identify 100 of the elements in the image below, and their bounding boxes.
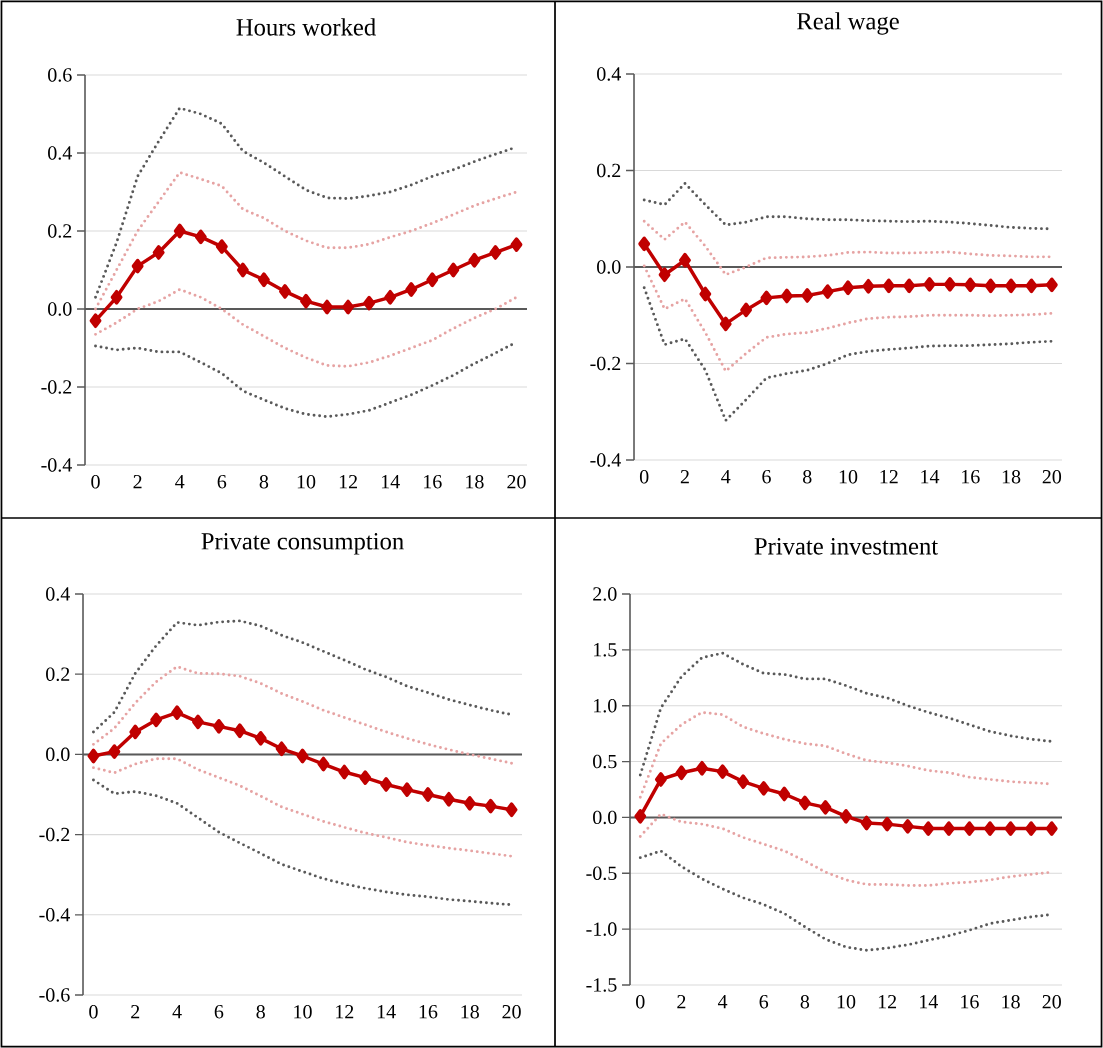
point xyxy=(760,290,773,306)
x-tick-label: 20 xyxy=(502,1005,521,1019)
point xyxy=(171,705,184,721)
x-tick-label: 6 xyxy=(759,995,769,1009)
x-tick-label: 0 xyxy=(639,470,649,484)
point xyxy=(984,278,997,294)
x-tick-label: 16 xyxy=(419,1005,438,1019)
point xyxy=(150,712,163,728)
point xyxy=(842,280,854,296)
point xyxy=(173,223,186,239)
y-tick-label: -0.4 xyxy=(39,908,70,922)
line-series xyxy=(91,757,514,858)
x-tick-label: 12 xyxy=(339,475,357,489)
x-tick-label: 12 xyxy=(878,995,897,1009)
point xyxy=(860,815,873,831)
point xyxy=(363,295,376,311)
chart-title: Real wage xyxy=(797,12,899,35)
point xyxy=(384,289,397,305)
point xyxy=(964,277,977,293)
point xyxy=(699,286,712,302)
x-tick-label: 0 xyxy=(636,995,645,1009)
point xyxy=(740,302,753,318)
x-tick-label: 4 xyxy=(717,995,728,1009)
point xyxy=(275,741,288,757)
point xyxy=(129,724,142,740)
point xyxy=(510,237,523,252)
chart-title: Hours worked xyxy=(236,18,376,36)
point xyxy=(484,798,497,814)
x-tick-label: 10 xyxy=(294,1005,312,1019)
point xyxy=(1045,821,1058,836)
x-tick-label: 2 xyxy=(680,470,689,484)
point xyxy=(338,764,351,780)
x-tick-label: 10 xyxy=(837,995,856,1009)
point xyxy=(737,774,750,790)
x-tick-label: 20 xyxy=(507,475,526,489)
point xyxy=(342,299,355,315)
point xyxy=(489,245,502,260)
y-tick-label: 0.2 xyxy=(597,163,621,178)
point xyxy=(87,748,100,764)
point xyxy=(233,723,246,739)
point xyxy=(89,313,102,329)
x-tick-label: 12 xyxy=(880,470,898,484)
y-tick-label: 1.0 xyxy=(594,698,617,713)
y-tick-label: -1.0 xyxy=(586,922,617,936)
point xyxy=(903,278,916,294)
point xyxy=(716,764,729,779)
point xyxy=(442,791,455,807)
point xyxy=(422,787,434,802)
point xyxy=(821,284,834,299)
point xyxy=(840,808,852,824)
point xyxy=(943,277,956,292)
x-tick-label: 4 xyxy=(175,475,185,489)
x-tick-label: 14 xyxy=(920,995,938,1009)
y-tick-label: -0.6 xyxy=(39,988,70,1002)
x-tick-label: 14 xyxy=(377,1005,396,1019)
x-tick-label: 18 xyxy=(466,475,484,489)
x-tick-label: 18 xyxy=(1002,995,1020,1009)
point xyxy=(405,282,418,297)
x-tick-label: 20 xyxy=(1042,995,1061,1009)
point xyxy=(658,267,671,283)
x-tick-label: 14 xyxy=(381,475,400,489)
point xyxy=(401,782,413,798)
point xyxy=(862,278,875,294)
chart-title: Private investment xyxy=(754,538,939,555)
point xyxy=(447,262,460,278)
x-tick-label: 12 xyxy=(336,1005,354,1019)
point xyxy=(963,821,976,836)
point xyxy=(1004,821,1017,836)
point xyxy=(634,808,647,824)
point xyxy=(131,258,144,274)
y-tick-label: 0.4 xyxy=(597,67,621,81)
y-tick-label: -0.5 xyxy=(586,866,617,881)
x-tick-label: 18 xyxy=(461,1005,479,1019)
point xyxy=(426,272,439,288)
x-tick-label: 18 xyxy=(1002,470,1021,484)
point xyxy=(321,299,333,315)
x-tick-label: 2 xyxy=(133,475,142,489)
x-tick-label: 16 xyxy=(961,995,979,1009)
point xyxy=(108,744,121,759)
y-tick-label: 0.0 xyxy=(597,260,621,274)
point xyxy=(819,800,832,815)
point xyxy=(654,772,667,787)
y-tick-label: 0.0 xyxy=(593,810,617,825)
x-tick-label: 0 xyxy=(89,1005,98,1019)
x-tick-label: 2 xyxy=(131,1005,140,1019)
point xyxy=(317,756,330,772)
point xyxy=(215,239,228,254)
x-tick-label: 8 xyxy=(259,475,269,489)
x-tick-label: 8 xyxy=(256,1005,265,1019)
point xyxy=(638,236,651,252)
point xyxy=(798,795,811,811)
x-tick-label: 16 xyxy=(424,475,442,489)
y-tick-label: 0.0 xyxy=(46,747,70,762)
point xyxy=(194,229,207,245)
point xyxy=(380,777,393,792)
point xyxy=(505,802,518,818)
y-tick-label: 2.0 xyxy=(593,587,617,601)
point xyxy=(780,288,793,304)
point xyxy=(254,731,267,746)
chart-title: Private consumption xyxy=(201,533,404,555)
